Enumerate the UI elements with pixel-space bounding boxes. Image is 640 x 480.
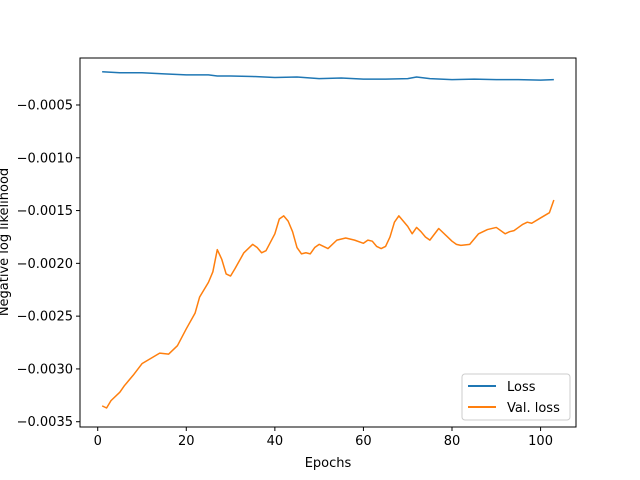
series-line-loss: [102, 70, 554, 81]
y-tick-label: −0.0015: [17, 204, 73, 219]
legend-label-val-loss: Val. loss: [507, 401, 560, 416]
legend: Loss Val. loss: [461, 373, 571, 421]
x-tick-label: 80: [444, 434, 461, 449]
y-axis-label: Negative log likelihood: [0, 168, 12, 316]
x-tick-label: 20: [178, 434, 195, 449]
y-tick-label: −0.0005: [17, 98, 73, 113]
y-tick-label: −0.0030: [17, 362, 73, 377]
axis-ticks: 0 20 40 60 80 100 −0.0005 −0.0010 −0.0015 −0.0020…: [17, 98, 553, 449]
x-axis-label: Epochs: [305, 456, 352, 471]
x-tick-label: 40: [267, 434, 284, 449]
plot-area: [101, 70, 555, 409]
axes-frame: [79, 57, 577, 428]
series-line-val-loss: [101, 199, 555, 409]
y-tick-label: −0.0020: [17, 257, 73, 272]
x-tick-label: 0: [94, 434, 102, 449]
y-tick-label: −0.0035: [17, 415, 73, 430]
legend-label-loss: Loss: [507, 380, 536, 395]
x-tick-label: 100: [528, 434, 553, 449]
y-tick-label: −0.0025: [17, 310, 73, 325]
x-tick-label: 60: [355, 434, 372, 449]
y-tick-label: −0.0010: [17, 151, 73, 166]
